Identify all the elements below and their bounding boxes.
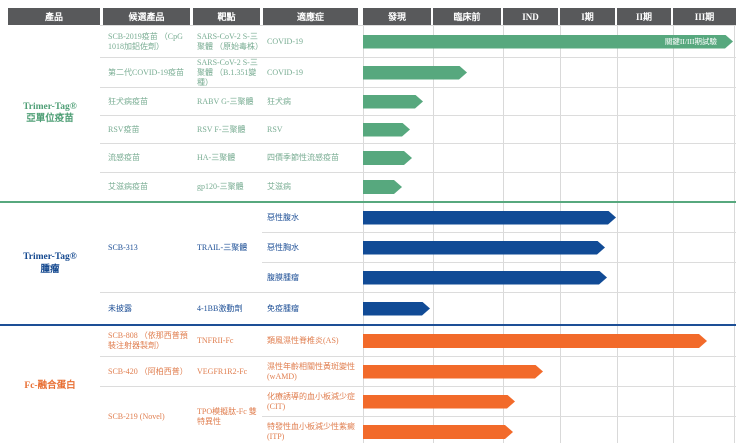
- target-cell: HA-三聚體: [192, 144, 262, 173]
- stage-track: [360, 58, 736, 88]
- header-cell-candidate: 候選產品: [103, 8, 190, 25]
- stage-track: [360, 417, 736, 447]
- target-cell: RABV G-三聚體: [192, 88, 262, 116]
- stage-gridline: [503, 25, 504, 443]
- progress-arrow: 關鍵II/III期試驗: [363, 35, 733, 49]
- stage-gridline: [617, 25, 618, 443]
- target-cell: SARS-CoV-2 S-三聚體 （原始毒株）: [192, 25, 263, 58]
- section-subunit-vaccines: Trimer-Tag® 亞單位疫苗 SCB-2019疫苗 （CpG 1018加鋁…: [0, 25, 736, 203]
- section-fc-fusion: Fc-融合蛋白 SCB-808 （依那西普預裝注射器製劑） TNFRII-Fc …: [0, 326, 736, 447]
- group-label-line1: Trimer-Tag®: [23, 252, 77, 263]
- stage-gridline: [560, 25, 561, 443]
- progress-arrow: [363, 425, 513, 439]
- indication-cell: 特發性血小板減少性紫癜(ITP): [267, 422, 355, 441]
- target-cell: VEGFR1R2-Fc: [192, 357, 262, 387]
- indication-cell: RSV: [262, 116, 360, 144]
- stage-track: [360, 357, 736, 387]
- stage-track: [360, 173, 736, 201]
- indication-cell: COVID-19: [262, 25, 360, 58]
- indication-cell: 腹膜腫瘤: [262, 263, 360, 293]
- stage-gridline: [433, 25, 434, 443]
- progress-arrow: [363, 66, 467, 80]
- stage-track: [360, 293, 736, 324]
- stage-track: [360, 233, 736, 263]
- group-label-line1: Trimer-Tag®: [23, 101, 77, 112]
- target-cell: TRAIL-三聚體: [192, 203, 262, 293]
- stage-gridline: [734, 25, 735, 443]
- progress-arrow: [363, 180, 402, 194]
- candidate-cell: SCB-420 （阿柏西普）: [100, 357, 192, 387]
- indication-cell: 化療誘導的血小板減少症(CIT): [262, 387, 360, 417]
- candidate-cell: SCB-219 (Novel): [108, 412, 165, 421]
- group-label-oncology: Trimer-Tag® 腫瘤: [0, 203, 100, 324]
- stage-track: [360, 144, 736, 173]
- progress-arrow: [363, 123, 410, 137]
- header-row: 產品 候選產品 靶點 適應症 發現 臨床前 IND I期 II期 III期: [0, 8, 736, 25]
- indication-cell: COVID-19: [262, 58, 360, 88]
- candidate-cell: 第二代COVID-19疫苗: [100, 58, 192, 88]
- group-label-line1: Fc-融合蛋白: [24, 381, 76, 392]
- indication-cell: 艾滋病: [267, 182, 291, 191]
- progress-arrow: [363, 95, 423, 109]
- progress-arrow: [363, 151, 412, 165]
- stage-gridline: [673, 25, 674, 443]
- progress-arrow: [363, 211, 616, 225]
- progress-arrow: [363, 334, 707, 348]
- stage-gridlines: [0, 25, 736, 443]
- stage-track: [360, 203, 736, 233]
- candidate-cell: 未披露: [108, 303, 132, 313]
- indication-cell: 免疫腫瘤: [267, 303, 299, 313]
- header-cell-phase1: I期: [560, 8, 615, 25]
- header-cell-phase3: III期: [673, 8, 736, 25]
- header-cell-discovery: 發現: [363, 8, 431, 25]
- indication-cell: 濕性年齡相關性黃斑變性(wAMD): [262, 357, 360, 387]
- arrow-annotation: 關鍵II/III期試驗: [664, 36, 717, 46]
- progress-arrow: [363, 241, 605, 255]
- stage-track: [360, 263, 736, 293]
- target-cell: 4-1BB激動劑: [197, 303, 243, 313]
- group-label-fc-fusion: Fc-融合蛋白: [0, 326, 100, 447]
- header-cell-product: 產品: [8, 8, 100, 25]
- stage-track: [360, 116, 736, 144]
- section-oncology: Trimer-Tag® 腫瘤 SCB-313 TRAIL-三聚體 惡性腹水 惡性…: [0, 203, 736, 326]
- stage-gridline: [363, 25, 364, 443]
- candidate-cell: 狂犬病疫苗: [100, 88, 192, 116]
- progress-arrow: [363, 395, 515, 409]
- stage-track: [360, 88, 736, 116]
- candidate-cell: 艾滋病疫苗: [108, 182, 148, 191]
- progress-arrow: [363, 271, 607, 285]
- header-cell-phase2: II期: [617, 8, 671, 25]
- header-cell-ind: IND: [503, 8, 558, 25]
- target-cell: TNFRII-Fc: [192, 326, 262, 357]
- candidate-cell: 流感疫苗: [100, 144, 192, 173]
- group-label-line2: 腫瘤: [40, 264, 60, 275]
- stage-track: [360, 326, 736, 357]
- target-cell: RSV F-三聚體: [192, 116, 262, 144]
- indication-cell: 狂犬病: [262, 88, 360, 116]
- target-cell: SARS-CoV-2 S-三聚體 （B.1.351變種）: [192, 58, 262, 88]
- candidate-cell: RSV疫苗: [100, 116, 192, 144]
- header-cell-preclinical: 臨床前: [433, 8, 501, 25]
- group-label-line2: 亞單位疫苗: [26, 114, 74, 124]
- indication-cell: 惡性胸水: [262, 233, 360, 263]
- target-cell: TPO模擬肽-Fc 雙特異性: [197, 407, 257, 426]
- stage-track: 關鍵II/III期試驗: [360, 25, 736, 58]
- indication-cell: 惡性腹水: [262, 203, 360, 233]
- target-cell: gp120-三聚體: [197, 182, 244, 191]
- progress-arrow: [363, 365, 543, 379]
- indication-cell: 四價季節性流感疫苗: [262, 144, 360, 173]
- candidate-cell: SCB-2019疫苗 （CpG 1018加鋁佐劑）: [100, 25, 192, 58]
- group-label-subunit-vaccines: Trimer-Tag® 亞單位疫苗: [0, 25, 100, 201]
- candidate-cell: SCB-808 （依那西普預裝注射器製劑）: [100, 326, 192, 357]
- progress-arrow: [363, 302, 430, 316]
- header-cell-indication: 適應症: [263, 8, 358, 25]
- stage-track: [360, 387, 736, 417]
- indication-cell: 類風濕性脊椎炎(AS): [262, 326, 360, 357]
- candidate-cell: SCB-313: [100, 203, 192, 293]
- header-cell-target: 靶點: [193, 8, 260, 25]
